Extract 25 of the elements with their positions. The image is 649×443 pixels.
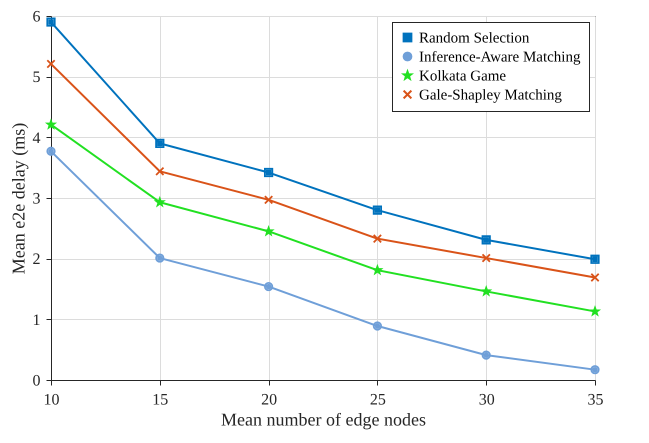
y-tick-label: 0 xyxy=(32,372,40,390)
x-tick-label: 10 xyxy=(44,392,60,408)
x-tick-label: 25 xyxy=(370,392,386,408)
y-tick-label: 6 xyxy=(32,8,40,26)
x-tick-label: 15 xyxy=(152,392,168,408)
legend-label: Random Selection xyxy=(419,30,530,46)
point xyxy=(46,59,56,69)
y-tick-label: 2 xyxy=(32,251,40,268)
y-tick-label: 5 xyxy=(32,69,40,86)
point xyxy=(155,166,164,176)
y-tick-label: 4 xyxy=(32,130,40,147)
x-tick-label: 35 xyxy=(588,392,604,408)
legend-label: Kolkata Game xyxy=(419,68,506,84)
x-tick-label: 30 xyxy=(478,392,495,408)
y-tick-label: 3 xyxy=(32,190,40,208)
point xyxy=(482,253,491,263)
point xyxy=(590,272,600,282)
point xyxy=(264,195,274,204)
y-axis-title: Mean e2e delay (ms) xyxy=(8,122,28,274)
x-tick-label: 20 xyxy=(261,392,278,408)
legend-label: Gale-Shapley Matching xyxy=(419,88,562,104)
y-tick-label: 1 xyxy=(32,312,40,329)
legend-label: Inference-Aware Matching xyxy=(419,50,581,66)
point xyxy=(372,234,382,244)
x-axis-title: Mean number of edge nodes xyxy=(221,410,426,430)
